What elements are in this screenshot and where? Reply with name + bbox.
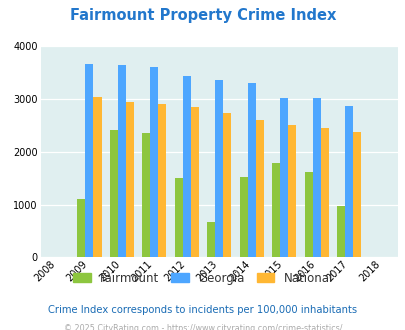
Bar [247, 82, 255, 257]
Bar [304, 172, 312, 257]
Bar [239, 177, 247, 257]
Bar [174, 178, 182, 257]
Bar [109, 130, 117, 257]
Bar [142, 133, 150, 257]
Bar [207, 222, 215, 257]
Bar [336, 206, 344, 257]
Text: Crime Index corresponds to incidents per 100,000 inhabitants: Crime Index corresponds to incidents per… [48, 305, 357, 315]
Bar [126, 102, 134, 257]
Bar [117, 65, 126, 257]
Bar [215, 80, 223, 257]
Text: © 2025 CityRating.com - https://www.cityrating.com/crime-statistics/: © 2025 CityRating.com - https://www.city… [64, 324, 341, 330]
Bar [93, 97, 101, 257]
Bar [279, 98, 288, 257]
Bar [77, 199, 85, 257]
Bar [271, 163, 279, 257]
Bar [182, 76, 190, 257]
Bar [158, 104, 166, 257]
Legend: Fairmount, Georgia, National: Fairmount, Georgia, National [73, 272, 332, 284]
Bar [312, 98, 320, 257]
Bar [344, 106, 352, 257]
Bar [150, 67, 158, 257]
Bar [288, 125, 296, 257]
Bar [255, 120, 263, 257]
Bar [223, 113, 231, 257]
Bar [352, 132, 360, 257]
Bar [85, 64, 93, 257]
Text: Fairmount Property Crime Index: Fairmount Property Crime Index [70, 8, 335, 23]
Bar [190, 107, 198, 257]
Bar [320, 127, 328, 257]
